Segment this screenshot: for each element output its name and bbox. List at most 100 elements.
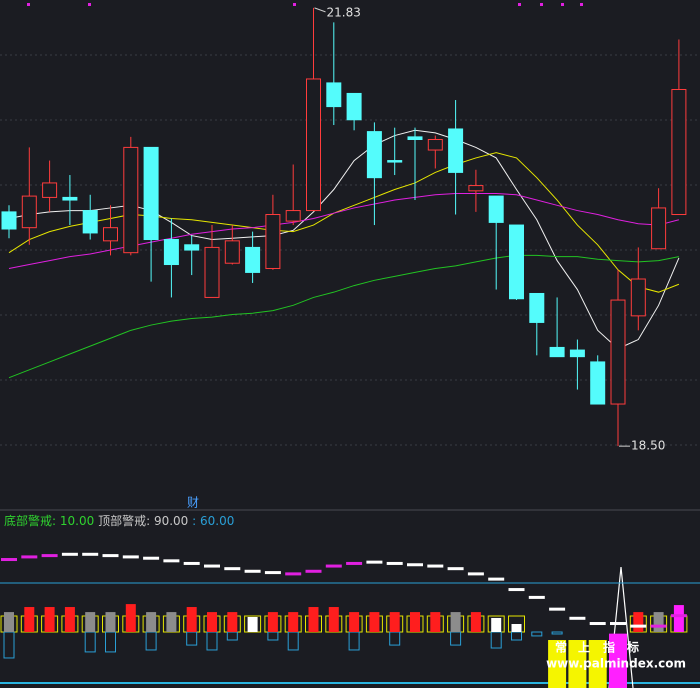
dash-mark (264, 571, 281, 575)
annotation-label: 18.50 (631, 439, 665, 453)
lower-box (145, 631, 157, 651)
candle-body (651, 207, 667, 250)
moving-average (8, 254, 679, 379)
candle-body (163, 239, 179, 266)
histogram-bar (166, 612, 177, 633)
dash-mark (670, 614, 687, 618)
legend-name: 顶部警戒: (98, 513, 150, 528)
dash-mark (488, 577, 505, 581)
histogram-bar (24, 607, 35, 633)
indicator-legend: 底部警戒: 10.00 顶部警戒: 90.00 : 60.00 (4, 513, 234, 528)
dash-mark (346, 561, 363, 565)
dash-mark (244, 569, 261, 573)
histogram-bar (267, 612, 278, 633)
signal-bar (548, 640, 567, 688)
legend-name: : (192, 514, 196, 528)
dash-mark (163, 559, 180, 563)
histogram-bar (308, 607, 319, 633)
dash-mark (82, 552, 99, 556)
histogram-bar (64, 607, 75, 633)
histogram-bar (470, 612, 481, 633)
histogram-bar (673, 605, 684, 633)
candle-body (306, 78, 321, 212)
dash-mark (386, 561, 403, 565)
histogram-bar (389, 612, 400, 633)
dash-mark (630, 624, 647, 628)
candle-body (407, 136, 423, 141)
candle-body (346, 92, 362, 121)
signal-bar (588, 640, 607, 688)
histogram-bar (146, 612, 157, 633)
candle-body (569, 349, 585, 358)
signal-text: 常 (555, 640, 567, 655)
signal-text: 指 (603, 640, 615, 655)
dash-mark (41, 554, 58, 558)
histogram-bar (186, 607, 197, 633)
dash-mark (102, 554, 119, 558)
dash-mark (183, 561, 200, 565)
candle-body (143, 146, 159, 241)
histogram-bar (653, 612, 664, 633)
lower-box (551, 631, 563, 635)
moving-average (8, 192, 680, 269)
lower-box (531, 631, 543, 637)
watermark: www.palmindex.com (546, 657, 686, 671)
histogram-bar (450, 612, 461, 633)
lower-box (450, 631, 462, 646)
histogram-bar (430, 612, 441, 633)
histogram-bar (369, 612, 380, 633)
candle-body (62, 196, 78, 201)
dash-mark (1, 558, 17, 562)
histogram-bar (511, 624, 522, 633)
dash-mark (204, 564, 220, 568)
marker-text: 财 (187, 496, 199, 510)
candle-body (82, 210, 98, 234)
histogram-bar (633, 612, 644, 633)
dash-mark (467, 572, 484, 576)
signal-text: 上 (578, 640, 590, 655)
lower-box (389, 631, 401, 646)
moving-average (8, 152, 680, 293)
candle-body (265, 214, 281, 269)
lower-box (490, 631, 502, 649)
candle-body (245, 246, 261, 273)
histogram-bar (349, 612, 360, 633)
lower-box (226, 631, 238, 641)
candle-body (204, 246, 220, 298)
legend-value: 90.00 (154, 514, 188, 528)
candle-body (630, 278, 646, 317)
candle-body (366, 131, 382, 179)
lower-box (267, 631, 279, 641)
lower-box (186, 631, 198, 646)
histogram-bar (227, 612, 238, 633)
dash-mark (21, 555, 38, 559)
candle-body (1, 211, 17, 230)
lower-box (3, 631, 15, 659)
histogram-bar (85, 612, 96, 633)
dash-mark (569, 616, 586, 620)
candle-body (610, 299, 626, 405)
candle-body (184, 244, 200, 251)
candle-body (427, 139, 443, 151)
annotation-arrow (314, 7, 326, 13)
top-dots (27, 3, 583, 6)
dash-mark (589, 622, 606, 626)
candle-body (285, 210, 301, 222)
candle-body (387, 160, 403, 163)
dash-mark (305, 569, 322, 573)
lower-box (348, 631, 360, 651)
lower-box (511, 631, 522, 641)
legend-value: 10.00 (60, 514, 94, 528)
histogram-bar (491, 617, 502, 633)
dash-mark (528, 595, 545, 599)
candle-body (224, 240, 240, 264)
annotation-label: 21.83 (327, 5, 361, 19)
histogram-bar (125, 604, 136, 633)
histogram-bar (44, 607, 55, 633)
moving-average (8, 129, 680, 350)
signal-bar (568, 640, 587, 688)
candle-body (21, 195, 37, 229)
candle-body (549, 346, 565, 358)
candle-body (529, 292, 545, 323)
